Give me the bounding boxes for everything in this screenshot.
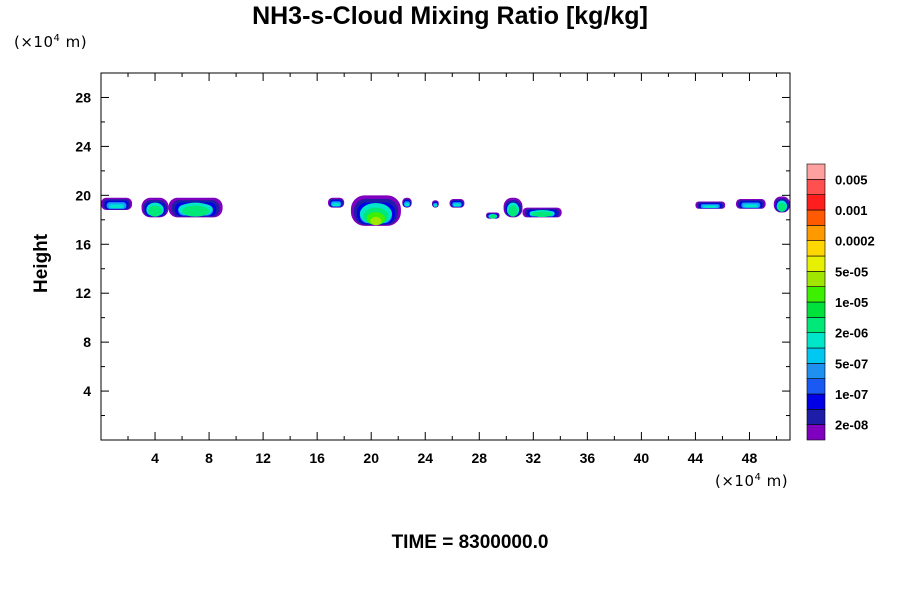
colorbar-swatch-8 [806, 301, 826, 318]
cloud-blob-4-core-3 [370, 216, 382, 226]
x-tick-label-32: 32 [526, 450, 542, 466]
y-tick-label-16: 16 [75, 236, 91, 252]
x-tick-label-16: 16 [309, 450, 325, 466]
x-axis-unit: (×104 m) [715, 472, 789, 490]
colorbar-swatch-2 [806, 393, 826, 410]
x-tick-label-28: 28 [471, 450, 487, 466]
chart-title: NH3-s-Cloud Mixing Ratio [kg/kg] [252, 2, 648, 30]
x-tick-label-40: 40 [634, 450, 650, 466]
cloud-blob-1-core-1 [148, 205, 162, 217]
colorbar-swatch-12 [806, 240, 826, 257]
plot-frame [100, 72, 791, 441]
cloud-blob-8-core-1 [489, 214, 497, 219]
colorbar-swatch-14 [806, 209, 826, 226]
colorbar-swatch-5 [806, 347, 826, 364]
cloud-blob-9-core-1 [508, 205, 518, 217]
colorbar-label-8: 0.005 [835, 172, 868, 187]
colorbar-label-7: 0.001 [835, 203, 868, 218]
x-tick-label-36: 36 [580, 450, 596, 466]
x-tick-label-44: 44 [688, 450, 704, 466]
y-tick-label-4: 4 [83, 383, 91, 399]
y-tick-label-12: 12 [75, 285, 91, 301]
colorbar-swatch-10 [806, 271, 826, 287]
colorbar-swatch-13 [806, 225, 826, 241]
colorbar-label-4: 1e-05 [835, 295, 868, 310]
colorbar-swatch-9 [806, 286, 826, 303]
colorbar-swatch-17 [806, 163, 826, 180]
y-tick-label-8: 8 [83, 334, 91, 350]
colorbar-label-0: 2e-08 [835, 418, 868, 433]
cloud-blob-7-layer-5 [454, 204, 460, 207]
colorbar-swatch-11 [806, 255, 826, 272]
colorbar-swatch-1 [806, 409, 826, 425]
x-tick-label-8: 8 [205, 450, 213, 466]
x-tick-label-12: 12 [255, 450, 271, 466]
cloud-blob-6-layer-5 [434, 204, 437, 207]
colorbar-swatch-15 [806, 194, 826, 211]
cloud-blob-10-core-1 [532, 211, 552, 217]
y-tick-label-28: 28 [75, 89, 91, 105]
cloud-blob-2-core-1 [182, 205, 210, 217]
x-tick-label-48: 48 [742, 450, 758, 466]
cloud-blob-0-layer-5 [110, 205, 123, 209]
colorbar-swatch-3 [806, 378, 826, 395]
x-tick-label-20: 20 [363, 450, 379, 466]
cloud-field [101, 195, 790, 226]
y-axis-unit: (×104 m) [14, 33, 88, 51]
cloud-blob-12-layer-5 [744, 204, 757, 208]
colorbar-label-1: 1e-07 [835, 387, 868, 402]
colorbar-swatch-0 [806, 424, 826, 441]
colorbar-swatch-7 [806, 317, 826, 333]
x-tick-label-24: 24 [417, 450, 433, 466]
colorbar-swatch-16 [806, 179, 826, 195]
x-tick-label-4: 4 [151, 450, 159, 466]
colorbar-swatch-6 [806, 332, 826, 349]
colorbar-label-3: 2e-06 [835, 326, 868, 341]
time-label: TIME = 8300000.0 [391, 532, 549, 553]
colorbar-swatch-4 [806, 363, 826, 379]
cloud-blob-13-core-1 [777, 202, 786, 212]
cloud-blob-11-layer-5 [704, 205, 717, 208]
y-tick-label-24: 24 [75, 138, 91, 154]
colorbar-label-2: 5e-07 [835, 356, 868, 371]
y-tick-label-20: 20 [75, 187, 91, 203]
cloud-blob-3-layer-5 [332, 203, 340, 207]
cloud-blob-5-layer-5 [405, 203, 409, 207]
colorbar-label-5: 5e-05 [835, 264, 868, 279]
colorbar-label-6: 0.0002 [835, 234, 875, 249]
